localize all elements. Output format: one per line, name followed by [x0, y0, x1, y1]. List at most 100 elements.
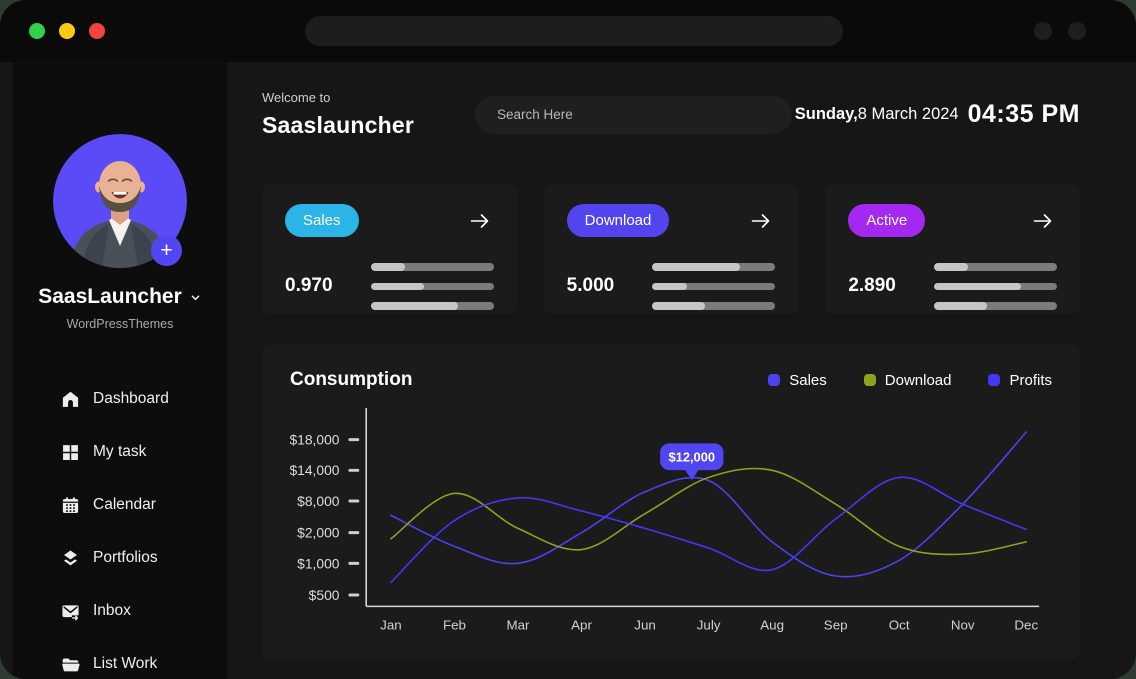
page-title: Saaslauncher: [262, 112, 414, 138]
date-day: Sunday,: [794, 105, 858, 123]
chart-legend: Sales Download Profits: [768, 372, 1052, 389]
svg-text:Jan: Jan: [380, 618, 402, 633]
svg-text:Nov: Nov: [951, 618, 975, 633]
sidebar-item-label: Portfolios: [93, 549, 158, 566]
url-bar[interactable]: [305, 16, 843, 46]
progress-bar: [934, 263, 1057, 271]
svg-text:Dec: Dec: [1014, 618, 1038, 633]
sidebar-item-label: My task: [93, 443, 147, 460]
progress-bar: [934, 282, 1057, 290]
left-strip: [0, 62, 13, 679]
svg-text:$12,000: $12,000: [669, 450, 715, 465]
legend-item-download[interactable]: Download: [863, 371, 952, 389]
progress-bars: [370, 263, 494, 310]
status-badge: Download: [566, 204, 670, 237]
svg-text:$18,000: $18,000: [290, 432, 340, 448]
date-text: 8 March 2024: [857, 105, 959, 123]
folder-icon: [60, 654, 81, 675]
status-badge: Active: [848, 204, 926, 237]
svg-text:Mar: Mar: [507, 618, 531, 633]
consumption-chart-card: Consumption Sales Download Profits: [262, 344, 1080, 659]
avatar-photo: [53, 134, 187, 268]
home-icon: [60, 389, 81, 410]
avatar[interactable]: +: [53, 134, 187, 268]
traffic-light-yellow-icon[interactable]: [59, 23, 75, 39]
svg-text:$2,000: $2,000: [297, 525, 340, 541]
stat-card-sales: Sales 0.970: [262, 184, 517, 314]
svg-text:Sep: Sep: [824, 618, 848, 633]
stat-value: 0.970: [285, 275, 333, 297]
add-avatar-button[interactable]: +: [151, 235, 182, 266]
sidebar-item-dashboard[interactable]: Dashboard: [13, 385, 227, 413]
svg-text:$14,000: $14,000: [290, 462, 340, 478]
inbox-icon: [60, 601, 81, 622]
arrow-right-icon[interactable]: [466, 207, 494, 235]
sidebar-item-label: Calendar: [93, 496, 156, 513]
sidebar-item-calendar[interactable]: Calendar: [13, 491, 227, 519]
arrow-right-icon[interactable]: [747, 207, 775, 235]
svg-text:July: July: [697, 618, 721, 633]
traffic-lights: [29, 23, 105, 39]
window-control-dot[interactable]: [1068, 22, 1086, 40]
profile-subtitle: WordPressThemes: [66, 317, 174, 331]
chart-title: Consumption: [290, 369, 413, 390]
progress-bar: [652, 302, 776, 310]
progress-bar: [370, 302, 494, 310]
profile-dropdown[interactable]: SaasLauncher: [13, 285, 227, 309]
svg-text:Aug: Aug: [760, 618, 784, 633]
legend-item-sales[interactable]: Sales: [768, 372, 827, 389]
stat-value: 5.000: [566, 275, 615, 297]
welcome-block: Welcome to Saaslauncher: [262, 90, 414, 139]
sidebar-item-inbox[interactable]: Inbox: [13, 597, 227, 625]
time-text: 04:35 PM: [967, 100, 1080, 128]
line-chart: $18,000 $14,000 $8,000 $2,000 $1,000 $500 Jan…: [290, 405, 1052, 643]
window-control-dot[interactable]: [1034, 22, 1052, 40]
progress-bar: [370, 282, 494, 290]
svg-text:Feb: Feb: [443, 618, 466, 633]
page-header: Welcome to Saaslauncher Sunday, 8 March …: [262, 90, 1080, 139]
sidebar-item-label: Dashboard: [93, 390, 169, 407]
search-input[interactable]: [474, 95, 792, 134]
progress-bar: [652, 263, 776, 271]
main-content: Welcome to Saaslauncher Sunday, 8 March …: [227, 62, 1136, 679]
stat-cards-row: Sales 0.970 Download: [262, 184, 1080, 314]
svg-text:Apr: Apr: [571, 618, 592, 633]
sidebar-item-label: List Work: [93, 655, 158, 672]
chevron-down-icon: [191, 294, 200, 300]
sidebar-menu: Dashboard My task Calendar Portfolios Inbox L…: [13, 385, 227, 678]
progress-bars: [652, 263, 776, 310]
sidebar-item-list-work[interactable]: List Work: [13, 650, 227, 678]
welcome-label: Welcome to: [262, 90, 331, 105]
svg-text:$1,000: $1,000: [297, 555, 340, 571]
traffic-light-red-icon[interactable]: [89, 23, 105, 39]
datetime: Sunday, 8 March 2024 04:35 PM: [795, 100, 1080, 129]
traffic-light-green-icon[interactable]: [29, 23, 45, 39]
progress-bar: [652, 282, 776, 290]
grid-icon: [60, 442, 81, 463]
legend-item-profits[interactable]: Profits: [988, 372, 1052, 389]
sidebar-item-my-task[interactable]: My task: [13, 438, 227, 466]
progress-bar: [370, 263, 494, 271]
stat-card-active: Active 2.890: [825, 184, 1080, 314]
svg-text:Jun: Jun: [634, 618, 656, 633]
stat-card-download: Download 5.000: [543, 184, 799, 314]
chart-tooltip: $12,000: [660, 443, 724, 481]
svg-text:$8,000: $8,000: [297, 493, 340, 509]
arrow-right-icon[interactable]: [1029, 207, 1057, 235]
sidebar-item-portfolios[interactable]: Portfolios: [13, 544, 227, 572]
calendar-icon: [60, 495, 81, 516]
progress-bars: [934, 263, 1057, 310]
svg-text:$500: $500: [309, 587, 340, 603]
status-badge: Sales: [285, 204, 359, 237]
legend-label: Download: [884, 371, 952, 389]
sidebar-item-label: Inbox: [93, 602, 131, 619]
legend-dot-icon: [988, 374, 1001, 386]
svg-text:Oct: Oct: [889, 618, 910, 633]
chart-canvas: $18,000 $14,000 $8,000 $2,000 $1,000 $500 Jan…: [290, 407, 1040, 633]
legend-dot-icon: [768, 374, 781, 386]
sidebar: + SaasLauncher WordPressThemes Dashboard…: [13, 62, 227, 679]
legend-dot-icon: [863, 374, 876, 386]
layers-icon: [60, 548, 81, 569]
profile-name: SaasLauncher: [38, 285, 182, 308]
